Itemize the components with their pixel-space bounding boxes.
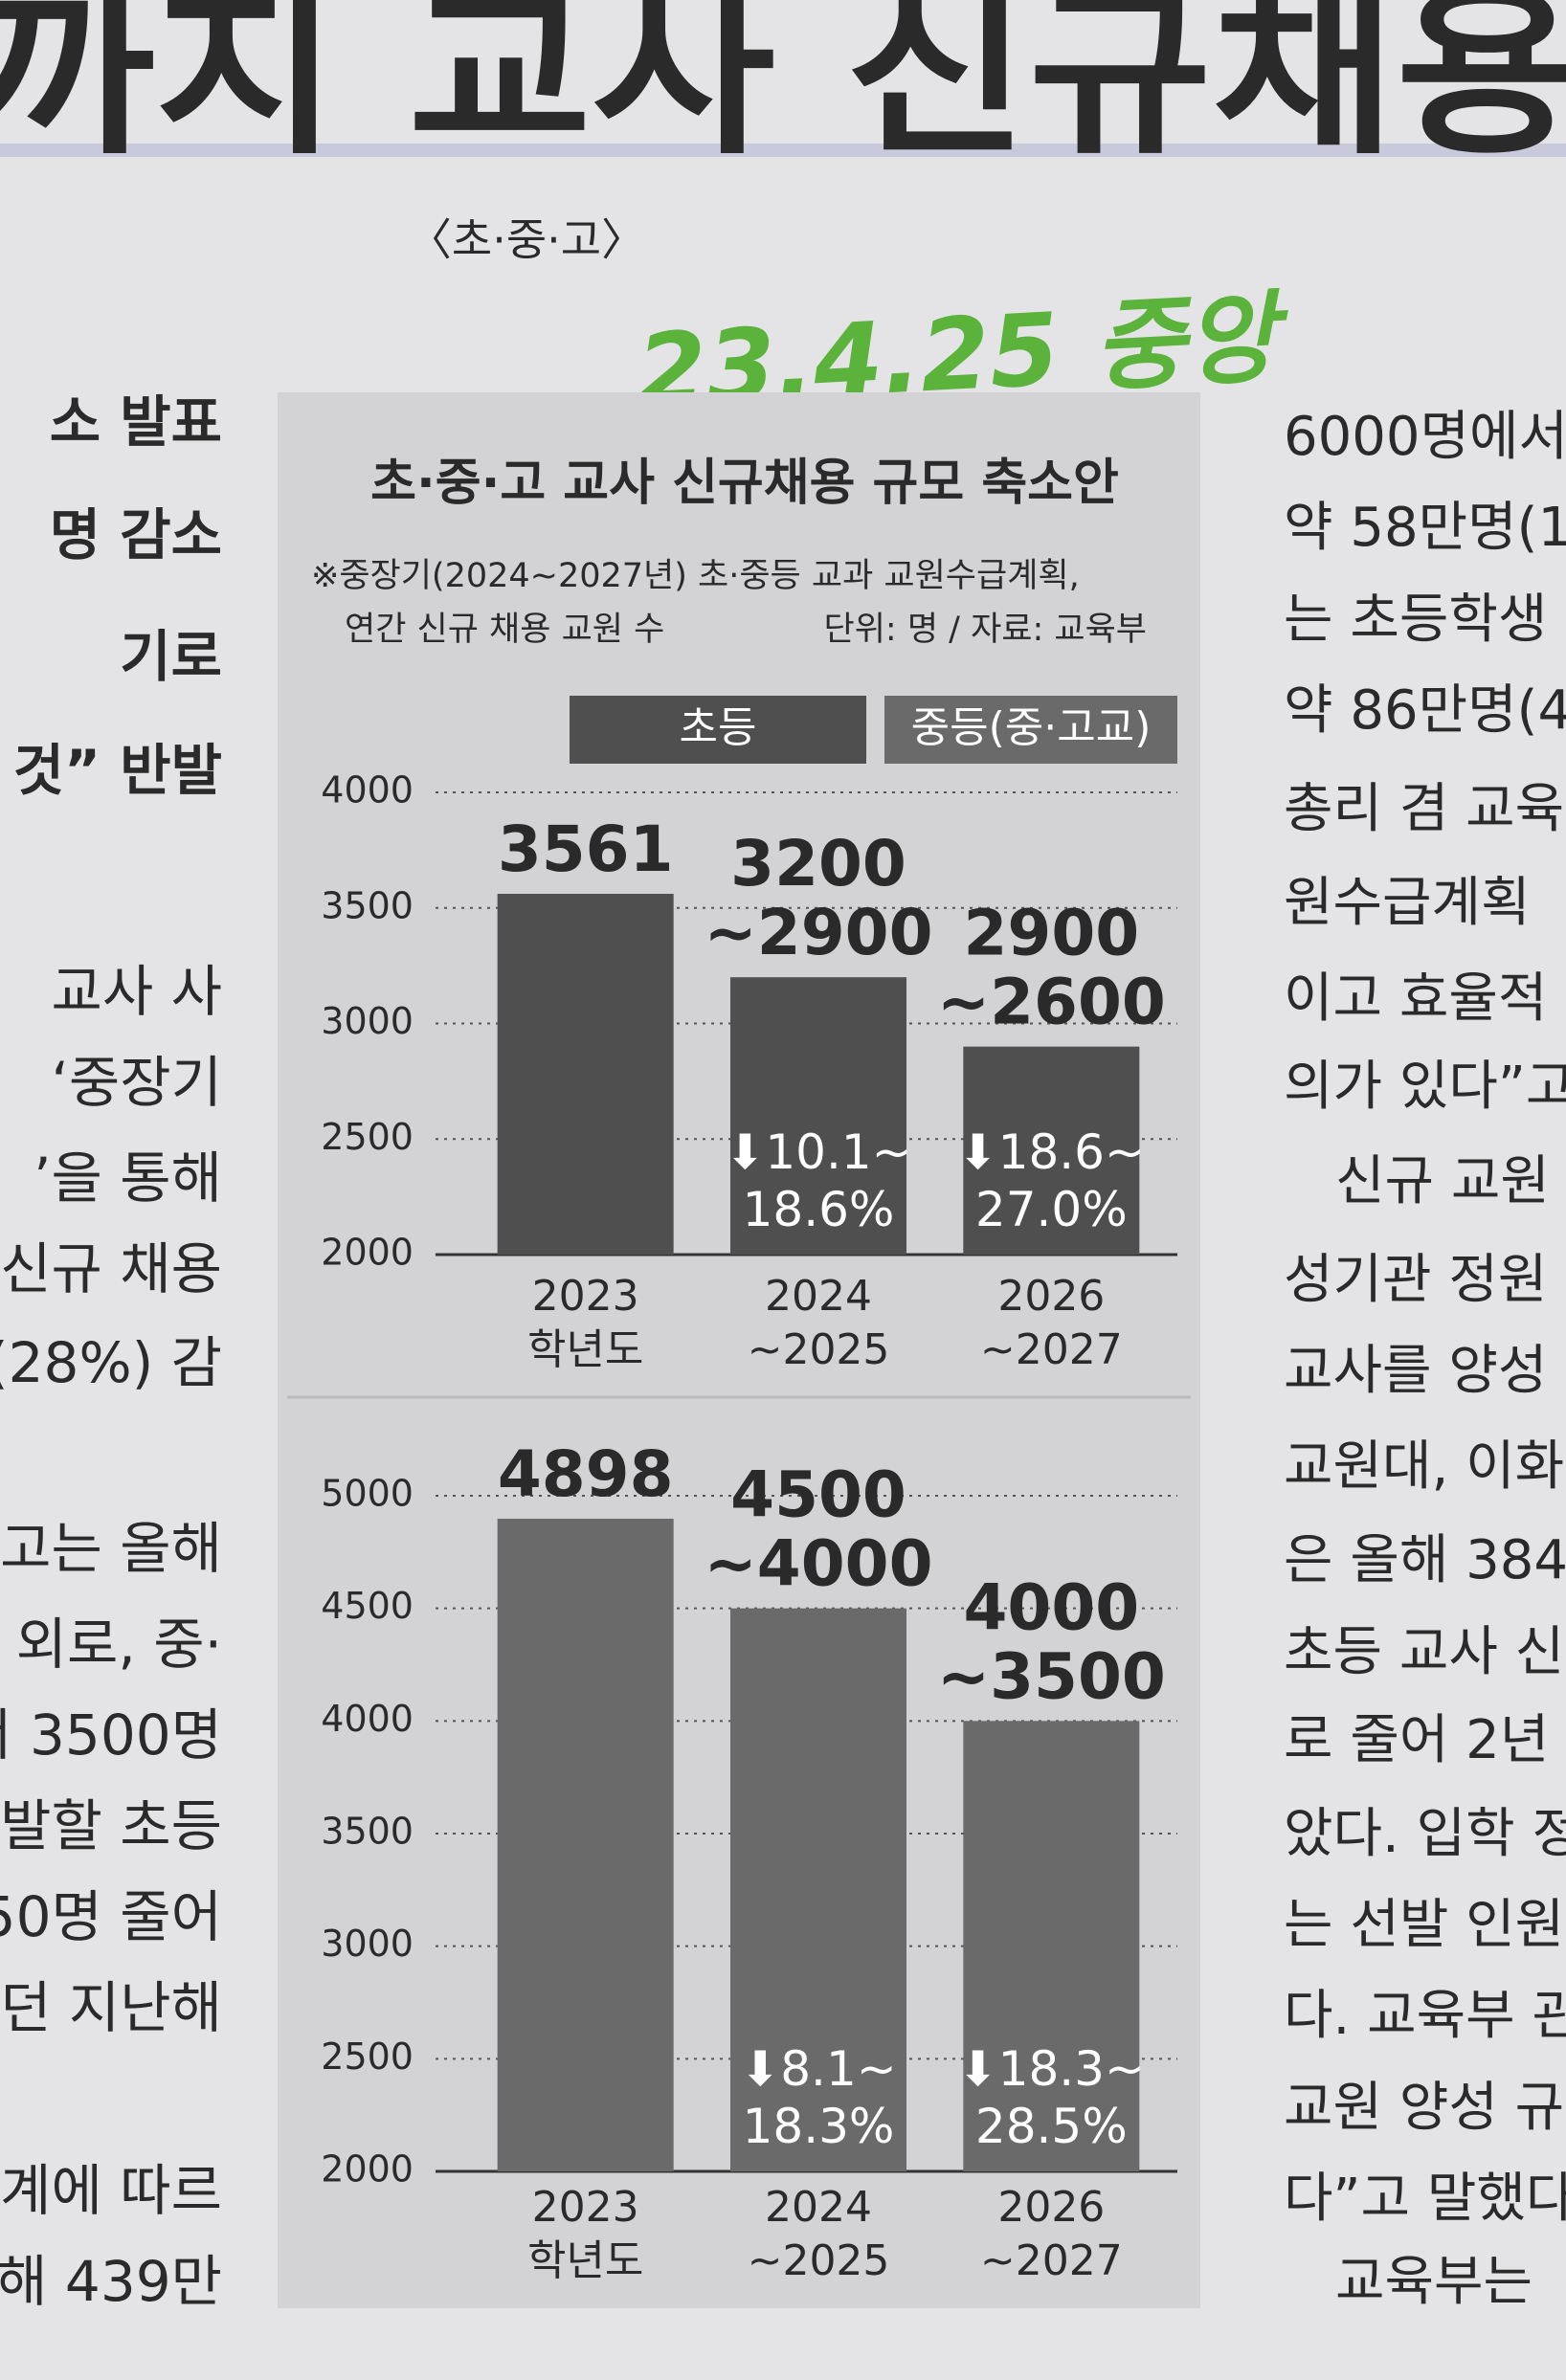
column-text: 는 초등학생 — [1284, 589, 1547, 651]
annotation: ⬇8.1~ 18.3% — [740, 2041, 896, 2154]
y-tick-label: 3500 — [321, 884, 414, 926]
bar — [963, 1721, 1140, 2171]
graphic-note: 연간 신규 채용 교원 수 — [345, 611, 664, 649]
column-text: 신규 채용 — [0, 1236, 222, 1301]
column-text: 았다. 입학 정 — [1284, 1803, 1566, 1865]
legend-swatch — [884, 696, 1177, 764]
legend-label: 중등(중·고교) — [911, 703, 1152, 752]
bar — [497, 1519, 674, 2171]
column-text: 외로, 중· — [16, 1612, 222, 1677]
column-text: 서 3500명 — [0, 1702, 222, 1768]
graphic-title: 초·중·고 교사 신규채용 규모 축소안 — [370, 455, 1119, 512]
column-text: 올해 439만 — [0, 2249, 222, 2314]
column-text: 신규 교원 — [1335, 1150, 1550, 1212]
column-text: 고는 올해 — [0, 1516, 222, 1581]
y-tick-label: 4000 — [321, 769, 414, 812]
y-tick-label: 3000 — [321, 1000, 414, 1042]
column-text: 다. 교육부 관 — [1284, 1985, 1566, 2047]
column-text: 것” 반발 — [13, 738, 222, 803]
column-text: 명 감소 — [50, 502, 222, 567]
bar — [730, 1608, 906, 2171]
graphic-unit: 단위: 명 / 자료: 교육부 — [824, 611, 1147, 649]
annotation: ⬇18.3~ 28.5% — [958, 2041, 1145, 2154]
column-text: 원수급계획 — [1284, 872, 1531, 934]
subhead: 〈초·중·고〉 — [408, 214, 645, 266]
value-label: 3200 ~2900 — [705, 827, 933, 969]
column-text: 교사 사 — [51, 959, 222, 1024]
bar — [963, 1046, 1140, 1255]
y-tick-label: 3500 — [321, 1811, 414, 1853]
column-text: 교사를 양성 — [1284, 1340, 1547, 1402]
x-tick-label: 2024 ~2025 — [748, 2183, 890, 2285]
column-text: ’을 통해 — [34, 1146, 222, 1211]
value-label: 4000 ~3500 — [937, 1570, 1166, 1713]
column-text: 교육부는 — [1335, 2251, 1532, 2313]
column-text: 교원대, 이화 — [1284, 1435, 1564, 1498]
column-text: 다”고 말했다 — [1284, 2168, 1566, 2230]
column-text: 소 발표 — [50, 389, 222, 455]
legend-label: 초등 — [680, 703, 757, 752]
column-text: 는 선발 인원 — [1284, 1894, 1564, 1956]
column-text: ‘중장기 — [51, 1050, 222, 1115]
annotation: ⬇18.6~ 27.0% — [958, 1124, 1145, 1237]
y-tick-label: 4500 — [321, 1585, 414, 1627]
value-label: 3561 — [498, 812, 674, 886]
legend-swatch — [570, 696, 866, 764]
column-text: 의가 있다”고 — [1284, 1056, 1566, 1118]
value-label: 4500 ~4000 — [705, 1458, 933, 1601]
value-label: 4898 — [498, 1437, 674, 1511]
value-label: 2900 ~2600 — [937, 897, 1166, 1039]
y-tick-label: 2500 — [321, 1116, 414, 1158]
bar — [497, 894, 674, 1255]
column-text: 약 86만명(4 — [1284, 679, 1566, 742]
y-tick-label: 4000 — [321, 1698, 414, 1740]
graphic-note: ※중장기(2024~2027년) 초·중등 교과 교원수급계획, — [311, 557, 1080, 595]
column-text: 성기관 정원 — [1284, 1249, 1547, 1311]
y-tick-label: 3000 — [321, 1923, 414, 1965]
x-tick-label: 2023 학년도 — [527, 2183, 643, 2285]
column-text: 50명 줄어 — [0, 1884, 222, 1949]
column-text: 던 지난해 — [0, 1975, 222, 2040]
column-text: 약 58만명(1 — [1284, 497, 1566, 559]
x-tick-label: 2026 ~2027 — [980, 1272, 1123, 1374]
headline: 까지 교사 신규채용 — [0, 0, 1566, 179]
y-tick-label: 2500 — [321, 2035, 414, 2078]
x-tick-label: 2024 ~2025 — [748, 1272, 890, 1374]
column-text: 기로 — [120, 624, 222, 689]
column-text: 은 올해 384 — [1284, 1529, 1566, 1591]
annotation: ⬇10.1~ 18.6% — [725, 1124, 911, 1237]
y-tick-label: 2000 — [321, 1232, 414, 1274]
column-text: 교원 양성 규 — [1284, 2077, 1564, 2139]
column-text: 계에 따르 — [0, 2158, 222, 2223]
column-text: 6000명에서 — [1284, 406, 1566, 468]
y-tick-label: 5000 — [321, 1473, 414, 1515]
column-text: 이고 효율적 — [1284, 968, 1547, 1030]
y-tick-label: 2000 — [321, 2148, 414, 2191]
x-tick-label: 2026 ~2027 — [980, 2183, 1123, 2285]
column-text: (28%) 감 — [0, 1330, 222, 1395]
headline-shadow — [0, 144, 1566, 157]
column-text: 로 줄어 2년 — [1284, 1709, 1549, 1771]
bar — [730, 977, 906, 1255]
x-tick-label: 2023 학년도 — [527, 1272, 643, 1374]
column-text: 초등 교사 신 — [1284, 1621, 1564, 1683]
column-text: 총리 겸 교육 — [1284, 778, 1564, 840]
column-text: 발할 초등 — [0, 1793, 222, 1858]
